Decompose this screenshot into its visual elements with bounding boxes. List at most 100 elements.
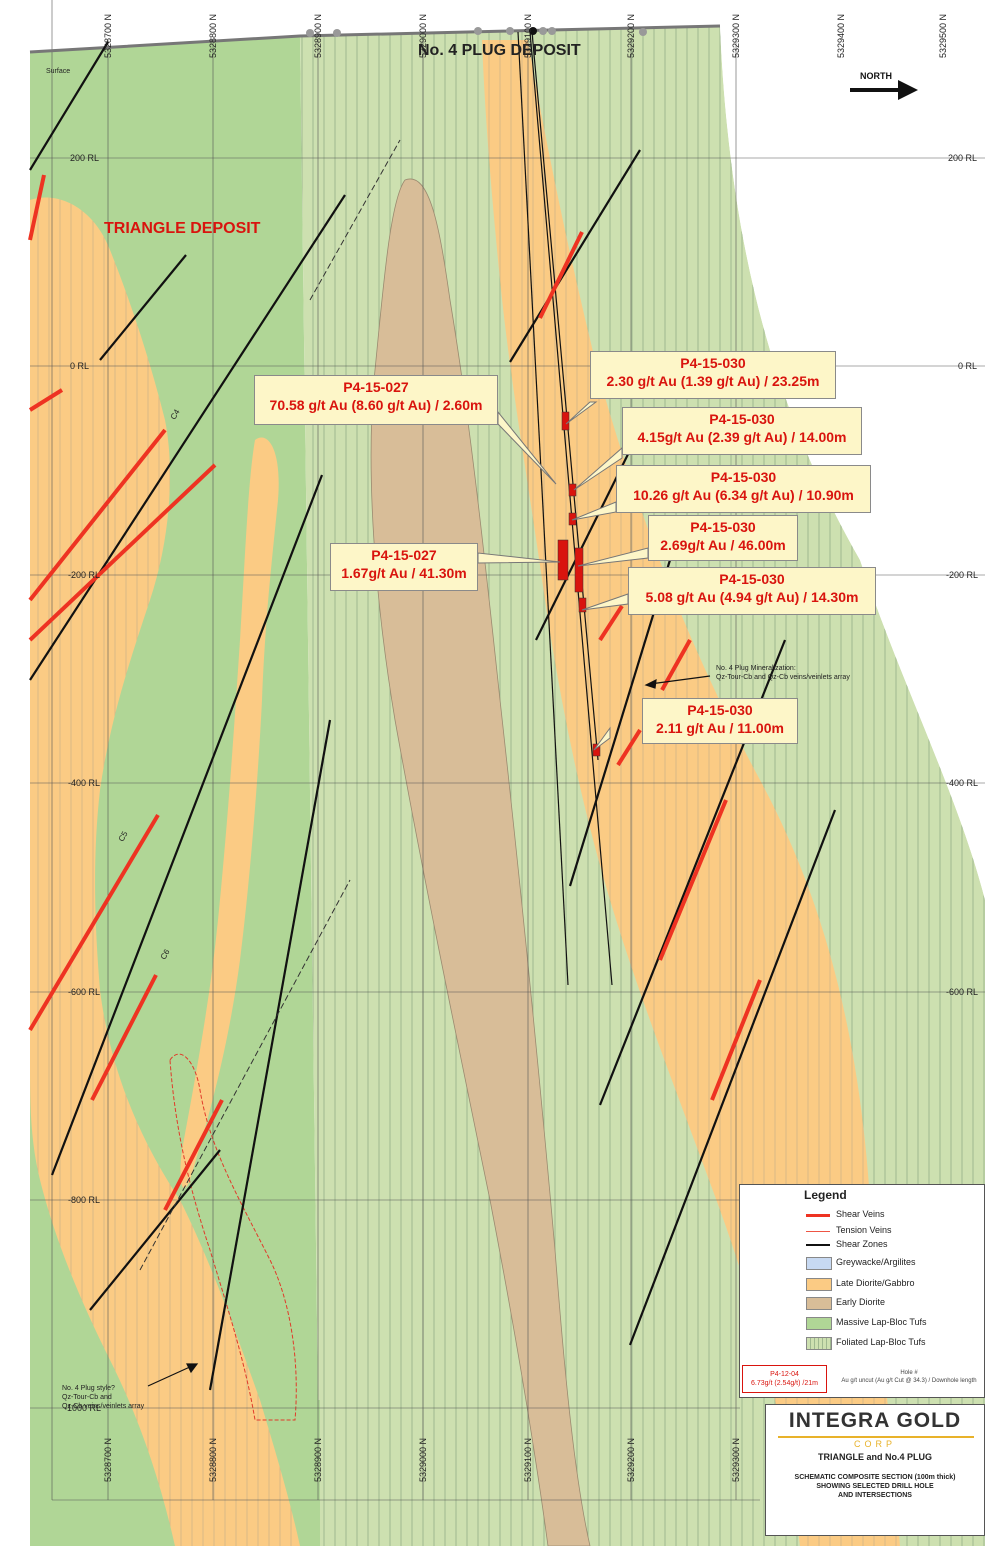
- late-diorite-plug: [482, 40, 900, 1546]
- callout-value: 2.30 g/t Au (1.39 g/t Au) / 23.25m: [606, 373, 820, 389]
- late-diorite-triangle: [30, 197, 300, 1546]
- northing-label: 5328800 N: [208, 1438, 218, 1483]
- legend-label: Tension Veins: [836, 1225, 892, 1235]
- note-line: Au g/t uncut (Au g/t Cut @ 34.3) / Downh…: [841, 1378, 977, 1384]
- shear-zones: [29, 41, 837, 1391]
- shear-veins: [28, 174, 762, 1211]
- surface-label: Surface: [46, 68, 71, 75]
- triangle-deposit-title: TRIANGLE DEPOSIT: [104, 220, 261, 237]
- massive-tuff-right: [720, 26, 985, 900]
- rl-label: 200 RL: [70, 153, 100, 163]
- legend-label: Shear Veins: [836, 1209, 885, 1219]
- legend-label: Early Diorite: [836, 1297, 886, 1307]
- northing-label: 5329300 N: [731, 14, 741, 59]
- northing-label: 5328900 N: [313, 14, 323, 59]
- intersections: [557, 411, 601, 757]
- shear-vein-swatch: [806, 1214, 830, 1217]
- section-subtitle: SCHEMATIC COMPOSITE SECTION (100m thick)…: [766, 1473, 984, 1500]
- northing-label: 5328900 N: [313, 1438, 323, 1483]
- north-arrow: [850, 80, 918, 100]
- northing-label: 5328800 N: [208, 14, 218, 59]
- legend-label: Shear Zones: [836, 1239, 888, 1249]
- callout-hole: P4-15-030: [680, 355, 746, 371]
- legend-sample-box: P4-12-04 6.73g/t (2.54g/t) /21m: [742, 1365, 827, 1393]
- shear-zone-swatch: [806, 1244, 830, 1246]
- callout-hole: P4-15-030: [709, 411, 775, 427]
- early-diorite-swatch: [806, 1297, 832, 1310]
- rl-label: -800 RL: [68, 1195, 101, 1205]
- rl-label: -200 RL: [68, 570, 101, 580]
- legend-title: Legend: [804, 1188, 847, 1202]
- massive-tuff-swatch: [806, 1317, 832, 1330]
- rl-label: 0 RL: [958, 361, 978, 371]
- callout-intersection: P4-15-027 1.67g/t Au / 41.30m: [330, 543, 478, 591]
- legend-label: Greywacke/Argilites: [836, 1257, 916, 1267]
- grid-lines: [30, 0, 985, 1501]
- subtitle-line: SHOWING SELECTED DRILL HOLE: [816, 1483, 934, 1490]
- rl-label: -1000 RL: [64, 1403, 102, 1413]
- late-diorite-dyke: [180, 437, 279, 1189]
- northing-label: 5329300 N: [731, 1438, 741, 1483]
- callout-intersection: P4-15-030 10.26 g/t Au (6.34 g/t Au) / 1…: [616, 465, 871, 513]
- note-line: Qz-Cb veins/veinlets array: [62, 1403, 145, 1410]
- title-block: INTEGRA GOLD CORP TRIANGLE and No.4 PLUG…: [765, 1404, 985, 1536]
- rl-label: -600 RL: [946, 987, 979, 997]
- northing-label: 5328700 N: [103, 1438, 113, 1483]
- tension-vein-swatch: [806, 1231, 830, 1232]
- callout-value: 10.26 g/t Au (6.34 g/t Au) / 10.90m: [633, 487, 854, 503]
- callout-value: 1.67g/t Au / 41.30m: [341, 565, 467, 581]
- foliated-tuff-swatch: [806, 1337, 832, 1350]
- callout-hole: P4-15-030: [687, 702, 753, 718]
- rl-label: 0 RL: [70, 361, 90, 371]
- logo-rule: [778, 1436, 974, 1438]
- note-line: Hole #: [900, 1370, 918, 1376]
- legend-label: Foliated Lap-Bloc Tufs: [836, 1337, 926, 1347]
- northing-label: 5329200 N: [626, 1438, 636, 1483]
- legend-label: Massive Lap-Bloc Tufs: [836, 1317, 927, 1327]
- subtitle-line: AND INTERSECTIONS: [838, 1492, 912, 1499]
- pointer-arrows: [147, 675, 711, 1387]
- callout-value: 70.58 g/t Au (8.60 g/t Au) / 2.60m: [269, 397, 483, 413]
- callout-intersection: P4-15-030 2.69g/t Au / 46.00m: [648, 515, 798, 561]
- callout-intersection: P4-15-030 2.30 g/t Au (1.39 g/t Au) / 23…: [590, 351, 836, 399]
- callout-value: 4.15g/t Au (2.39 g/t Au) / 14.00m: [637, 429, 847, 445]
- subtitle-line: SCHEMATIC COMPOSITE SECTION (100m thick): [794, 1474, 956, 1481]
- greywacke-swatch: [806, 1257, 832, 1270]
- callout-intersection: P4-15-030 4.15g/t Au (2.39 g/t Au) / 14.…: [622, 407, 862, 455]
- northing-label: 5328700 N: [103, 14, 113, 59]
- northing-label: 5329100 N: [523, 14, 533, 59]
- north-label: NORTH: [860, 71, 892, 81]
- callout-hole: P4-15-030: [719, 571, 785, 587]
- legend: Legend Shear Veins Tension Veins Shear Z…: [739, 1184, 985, 1398]
- section-title: TRIANGLE and No.4 PLUG: [817, 1452, 932, 1462]
- callout-hole: P4-15-030: [690, 519, 756, 535]
- rl-label: -200 RL: [946, 570, 979, 580]
- rl-label: -400 RL: [68, 778, 101, 788]
- drill-holes: [517, 31, 613, 986]
- note-line: No. 4 Plug style?: [62, 1385, 115, 1392]
- vein-array-pod: [169, 1053, 297, 1421]
- sample-value: 6.73g/t (2.54g/t) /21m: [751, 1380, 818, 1387]
- callout-intersection: P4-15-030 5.08 g/t Au (4.94 g/t Au) / 14…: [628, 567, 876, 615]
- callout-value: 5.08 g/t Au (4.94 g/t Au) / 14.30m: [645, 589, 859, 605]
- callout-intersection: P4-15-027 70.58 g/t Au (8.60 g/t Au) / 2…: [254, 375, 498, 425]
- company-logo: INTEGRA GOLD: [788, 1409, 962, 1432]
- callout-hole: P4-15-027: [343, 379, 409, 395]
- plug-style-note: No. 4 Plug style? Qz-Tour-Cb and Qz-Cb v…: [62, 1384, 144, 1411]
- rl-label: 200 RL: [948, 153, 978, 163]
- note-line: Qz-Tour-Cb and Qz-Cb veins/veinlets arra…: [716, 674, 850, 681]
- mineralization-note: No. 4 Plug Mineralization: Qz-Tour-Cb an…: [716, 664, 850, 682]
- legend-note: Hole # Au g/t uncut (Au g/t Cut @ 34.3) …: [834, 1369, 984, 1385]
- northing-label: 5329200 N: [626, 14, 636, 59]
- northing-label: 5329000 N: [418, 14, 428, 59]
- legend-label: Late Diorite/Gabbro: [836, 1278, 915, 1288]
- northing-label: 5329400 N: [836, 14, 846, 59]
- faults: [139, 139, 401, 1271]
- northing-label: 5329100 N: [523, 1438, 533, 1483]
- note-line: Qz-Tour-Cb and: [62, 1394, 112, 1401]
- callout-leaders: [477, 401, 649, 751]
- rl-label: -600 RL: [68, 987, 101, 997]
- callout-value: 2.11 g/t Au / 11.00m: [656, 720, 784, 736]
- logo-corp: CORP: [853, 1439, 896, 1449]
- rl-label: -400 RL: [946, 778, 979, 788]
